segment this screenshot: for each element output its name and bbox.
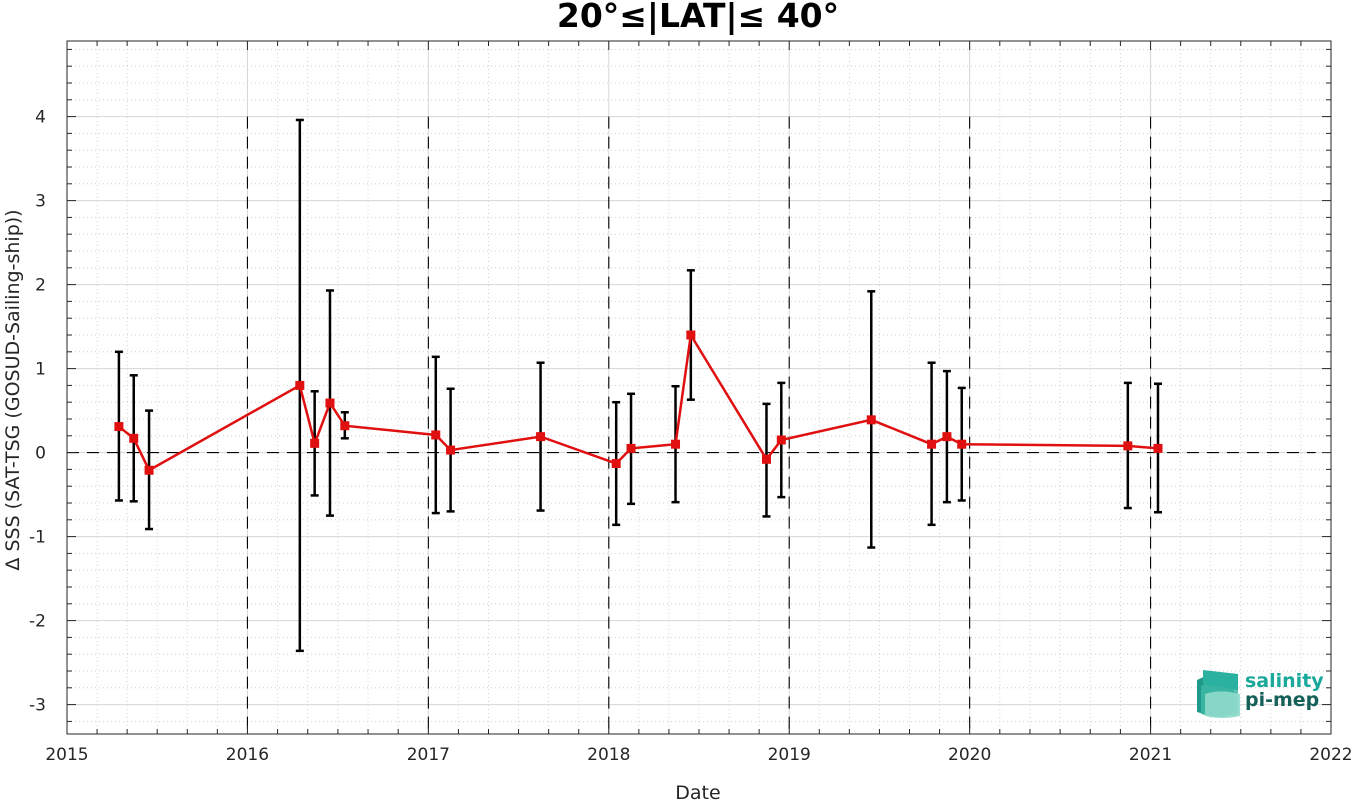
data-point	[761, 454, 771, 464]
x-tick-labels: 2015 2016 2017 2018 2019 2020 2021 2022	[45, 745, 1352, 765]
data-point	[671, 439, 681, 449]
logo-line1: salinity	[1245, 670, 1324, 692]
minor-grid	[67, 41, 1331, 734]
axis-ticks	[66, 41, 1332, 734]
x-tick-label: 2015	[45, 745, 88, 765]
data-point	[866, 415, 876, 425]
data-point	[114, 422, 124, 432]
logo-line2: pi-mep	[1245, 689, 1319, 711]
x-tick-label: 2017	[407, 745, 450, 765]
data-point	[340, 421, 350, 431]
series-line	[118, 331, 1159, 472]
data-point	[129, 433, 139, 443]
axes-box	[66, 40, 1332, 735]
series-markers	[114, 330, 1163, 475]
x-tick-label: 2022	[1309, 745, 1352, 765]
major-grid	[66, 41, 1332, 734]
salinity-pimep-logo: salinity pi-mep	[1197, 670, 1324, 718]
x-tick-label: 2018	[587, 745, 630, 765]
y-tick-label: 3	[35, 192, 46, 212]
x-tick-label: 2019	[768, 745, 811, 765]
data-point	[927, 439, 937, 449]
x-tick-label: 2016	[226, 745, 269, 765]
y-tick-label: -3	[29, 696, 46, 716]
y-axis-label: Δ SSS (SAT-TSG (GOSUD-Sailing-ship))	[2, 209, 24, 570]
chart-title: 20°≤|LAT|≤ 40°	[557, 0, 839, 35]
y-tick-label: 0	[35, 444, 46, 464]
year-separators	[246, 116, 1152, 734]
y-tick-label: 4	[35, 108, 46, 128]
data-point	[144, 465, 154, 475]
y-tick-label: -2	[29, 612, 46, 632]
data-point	[536, 432, 546, 442]
data-point	[776, 435, 786, 445]
data-point	[446, 445, 456, 455]
y-tick-label: 2	[35, 276, 46, 296]
data-point	[611, 459, 621, 469]
data-point	[957, 439, 967, 449]
data-point	[626, 443, 636, 453]
data-point	[325, 398, 335, 408]
x-axis-label: Date	[675, 782, 720, 801]
data-point	[686, 330, 696, 340]
y-tick-labels: -3 -2 -1 0 1 2 3 4	[29, 108, 46, 716]
data-point	[1153, 443, 1163, 453]
y-tick-label: 1	[35, 360, 46, 380]
y-tick-label: -1	[29, 528, 46, 548]
x-tick-label: 2020	[948, 745, 991, 765]
wave-icon	[1197, 670, 1240, 718]
data-point	[310, 438, 320, 448]
data-point	[295, 380, 305, 390]
data-point	[431, 430, 441, 440]
data-point	[1123, 441, 1133, 451]
x-tick-label: 2021	[1129, 745, 1172, 765]
data-point	[942, 432, 952, 442]
